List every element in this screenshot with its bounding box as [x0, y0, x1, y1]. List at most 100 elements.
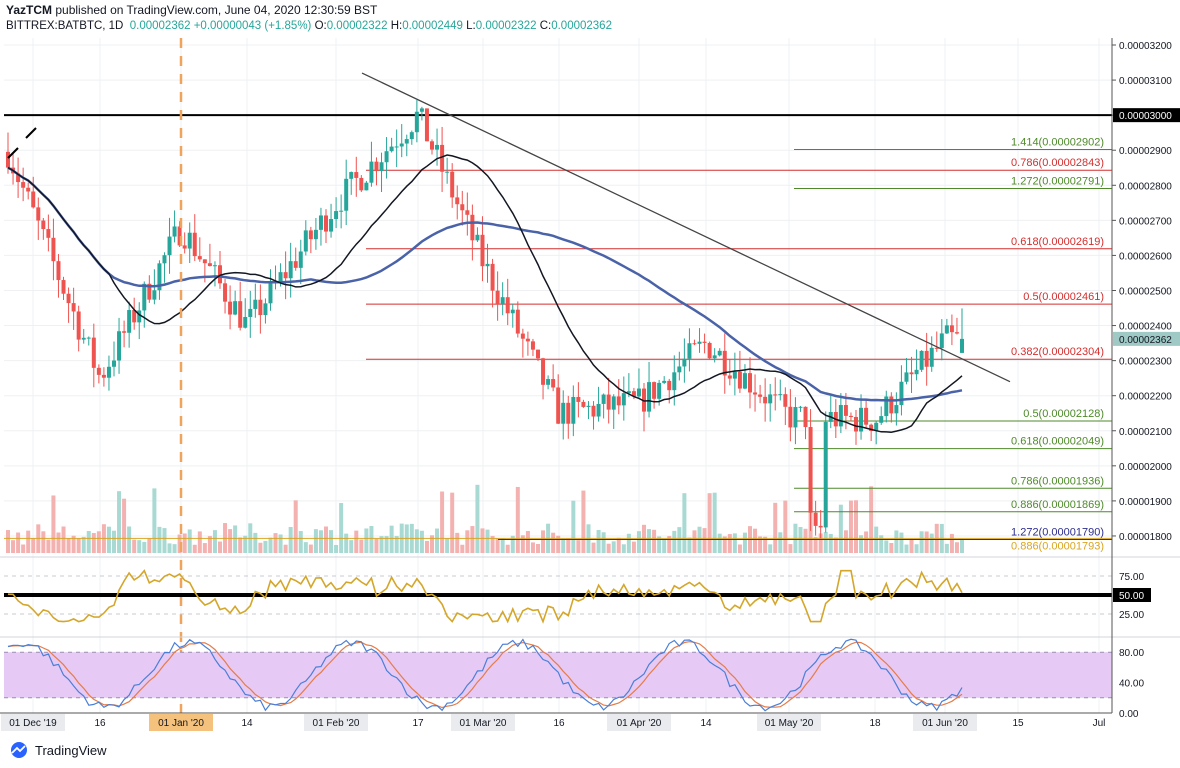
- candle-body: [374, 161, 379, 172]
- candle-body: [202, 259, 207, 264]
- volume-bar: [884, 540, 889, 553]
- volume-bar: [732, 533, 737, 553]
- volume-bar: [606, 543, 611, 553]
- author-name[interactable]: YazTCM: [6, 3, 53, 17]
- brand-name[interactable]: TradingView: [35, 742, 107, 758]
- volume-bar: [566, 538, 571, 553]
- volume-bar: [530, 542, 535, 553]
- candle-body: [334, 211, 339, 220]
- volume-bar: [626, 533, 631, 553]
- time-tick-label: 01 Feb '20: [313, 718, 360, 729]
- stoch-pane: [0, 636, 1180, 712]
- volume-bar: [828, 533, 833, 553]
- candle-body: [303, 230, 308, 252]
- candle-body: [884, 396, 889, 417]
- low-value: 0.00002322: [475, 20, 537, 32]
- candle-body: [909, 372, 914, 375]
- candle-body: [773, 394, 778, 396]
- fib-label: 0.786(0.00001936): [1011, 475, 1104, 487]
- volume-bar: [152, 488, 157, 553]
- candle-body: [939, 333, 944, 348]
- candle-body: [869, 424, 874, 431]
- candle-body: [460, 204, 465, 211]
- candle-body: [16, 173, 21, 183]
- candle-body: [672, 372, 677, 391]
- volume-bar: [354, 530, 359, 553]
- fib-label: 0.618(0.00002619): [1011, 236, 1104, 248]
- volume-bar: [187, 529, 192, 553]
- candle-body: [470, 214, 475, 241]
- close-value: 0.00002362: [551, 20, 612, 32]
- time-label-bg: [757, 714, 821, 731]
- candle-body: [758, 394, 763, 397]
- price-tick-label: 0.00002600: [1119, 251, 1172, 262]
- volume-bar: [536, 544, 540, 553]
- high-value: 0.00002449: [402, 20, 463, 32]
- candle-body: [197, 256, 202, 260]
- candle-body: [440, 144, 445, 172]
- candle-body: [86, 337, 91, 339]
- volume-bar: [16, 532, 21, 553]
- volume-bar: [273, 533, 278, 553]
- volume-bar: [445, 538, 450, 553]
- price-tick-label: 0.00001900: [1119, 497, 1172, 508]
- candle-body: [228, 301, 233, 315]
- low-label: L:: [466, 20, 476, 32]
- drawn-lines: [7, 38, 1011, 713]
- volume-bar: [556, 535, 561, 553]
- candle-body: [854, 417, 858, 432]
- candle-body: [384, 151, 389, 163]
- time-tick-label: 16: [553, 718, 565, 729]
- volume-bar: [727, 534, 732, 553]
- volume-bar: [106, 526, 111, 553]
- volume-bar: [869, 486, 874, 553]
- candle-body: [546, 379, 551, 385]
- volume-bar: [197, 531, 202, 553]
- volume-bar: [313, 529, 318, 553]
- time-tick-label: 17: [412, 718, 424, 729]
- volume-bar: [601, 532, 606, 553]
- candle-body: [6, 151, 10, 168]
- arrow-mark: [25, 127, 37, 139]
- candle-body: [566, 402, 571, 424]
- volume-bar: [41, 531, 46, 553]
- candle-body: [122, 331, 127, 333]
- volume-bar: [818, 533, 823, 553]
- volume-bar: [56, 532, 61, 553]
- published-text: published on TradingView.com, June 04, 2…: [55, 3, 378, 17]
- candle-body: [753, 392, 758, 395]
- candle-body: [419, 108, 424, 112]
- candle-body: [162, 255, 167, 264]
- price-tick-label: 0.00002700: [1119, 216, 1172, 227]
- volume-bar: [207, 536, 212, 553]
- time-tick-label: 14: [241, 718, 253, 729]
- volume-bar: [162, 528, 167, 553]
- volume-bar: [318, 530, 323, 553]
- candle-body: [142, 283, 147, 311]
- chart-canvas[interactable]: 1.414(0.00002902) 0.786(0.00002843) 1.272(…: [0, 0, 1180, 740]
- time-tick-label: 01 Dec '19: [9, 718, 57, 729]
- candle-body: [798, 406, 803, 408]
- candle-body: [848, 415, 853, 418]
- candle-body: [56, 261, 61, 281]
- volume-bar: [86, 531, 91, 553]
- candle-body: [717, 350, 722, 356]
- publish-info: YazTCM published on TradingView.com, Jun…: [6, 3, 377, 17]
- volume-bar: [823, 531, 828, 553]
- volume-bar: [525, 531, 530, 553]
- volume-bar: [677, 527, 682, 553]
- candle-body: [324, 215, 328, 232]
- volume-bar: [238, 537, 243, 553]
- volume-bar: [288, 526, 293, 553]
- candle-body: [899, 381, 904, 406]
- tradingview-logo-icon: [11, 742, 27, 758]
- volume-bar: [667, 536, 672, 553]
- candle-body: [253, 299, 258, 309]
- candle-body: [515, 309, 520, 334]
- volume-bar: [591, 542, 596, 553]
- price-tick-label: 0.00001800: [1119, 532, 1172, 543]
- volume-bar: [71, 535, 76, 553]
- candle-body: [687, 343, 692, 359]
- volume-bar: [541, 530, 546, 553]
- stoch-tick-label: 80.00: [1119, 648, 1144, 659]
